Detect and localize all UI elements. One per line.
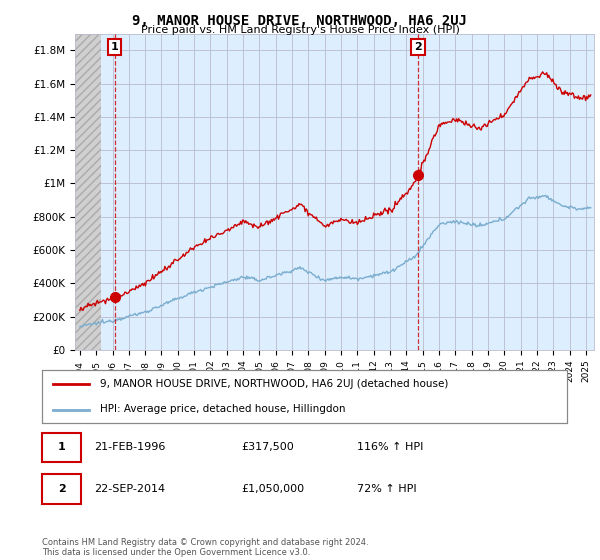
- Text: 9, MANOR HOUSE DRIVE, NORTHWOOD, HA6 2UJ (detached house): 9, MANOR HOUSE DRIVE, NORTHWOOD, HA6 2UJ…: [100, 379, 448, 389]
- Text: 72% ↑ HPI: 72% ↑ HPI: [357, 484, 416, 494]
- Bar: [75, 34, 101, 350]
- Text: Price paid vs. HM Land Registry's House Price Index (HPI): Price paid vs. HM Land Registry's House …: [140, 25, 460, 35]
- Text: 116% ↑ HPI: 116% ↑ HPI: [357, 442, 424, 452]
- Text: 1: 1: [111, 42, 119, 52]
- Text: 1: 1: [58, 442, 65, 452]
- Text: Contains HM Land Registry data © Crown copyright and database right 2024.
This d: Contains HM Land Registry data © Crown c…: [42, 538, 368, 557]
- Text: HPI: Average price, detached house, Hillingdon: HPI: Average price, detached house, Hill…: [100, 404, 345, 414]
- Text: 9, MANOR HOUSE DRIVE, NORTHWOOD, HA6 2UJ: 9, MANOR HOUSE DRIVE, NORTHWOOD, HA6 2UJ: [133, 14, 467, 28]
- Text: 21-FEB-1996: 21-FEB-1996: [95, 442, 166, 452]
- FancyBboxPatch shape: [42, 474, 82, 504]
- FancyBboxPatch shape: [42, 433, 82, 462]
- Text: 2: 2: [58, 484, 65, 494]
- Text: 22-SEP-2014: 22-SEP-2014: [95, 484, 166, 494]
- Text: 2: 2: [414, 42, 422, 52]
- Text: £1,050,000: £1,050,000: [241, 484, 305, 494]
- Text: £317,500: £317,500: [241, 442, 294, 452]
